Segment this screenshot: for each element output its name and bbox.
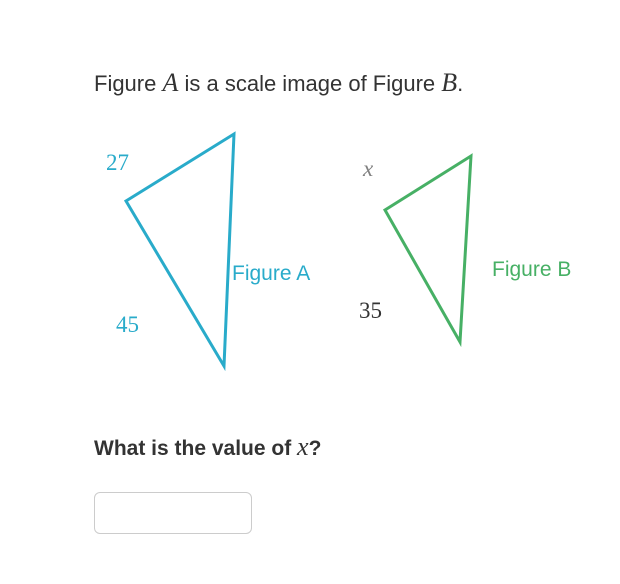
- figure-a-caption: Figure A: [232, 262, 310, 286]
- figure-b-polygon: [385, 156, 471, 342]
- prompt-mid: is a scale image of Figure: [178, 71, 441, 96]
- prompt-post: .: [457, 71, 463, 96]
- fig-b-side-bottom-label: 35: [359, 298, 382, 324]
- answer-input[interactable]: [94, 492, 252, 534]
- problem-statement: Figure A is a scale image of Figure B.: [94, 68, 614, 98]
- prompt-var-b: B: [441, 68, 457, 97]
- question-post: ?: [309, 437, 322, 460]
- prompt-pre: Figure: [94, 71, 162, 96]
- question-pre: What is the value of: [94, 437, 297, 460]
- figure-b-caption: Figure B: [492, 258, 571, 282]
- prompt-var-a: A: [162, 68, 178, 97]
- diagram-area: 27 45 x 35 Figure A Figure B: [94, 134, 614, 394]
- question-var: x: [297, 432, 309, 461]
- fig-b-side-top-label: x: [363, 156, 373, 182]
- content-container: Figure A is a scale image of Figure B. 2…: [94, 68, 614, 534]
- question-text: What is the value of x?: [94, 432, 614, 462]
- fig-a-side-bottom-label: 45: [116, 312, 139, 338]
- fig-a-side-top-label: 27: [106, 150, 129, 176]
